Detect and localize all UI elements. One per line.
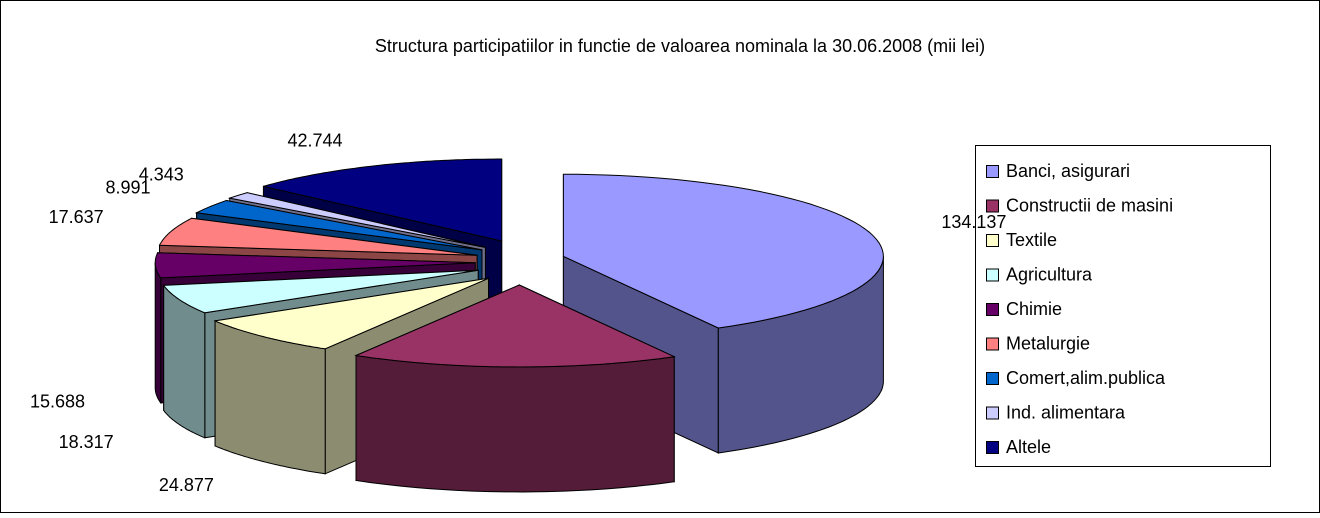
legend-label: Metalurgie bbox=[1006, 333, 1090, 353]
slice bbox=[263, 158, 503, 242]
legend-label: Agricultura bbox=[1006, 264, 1093, 284]
legend-swatch bbox=[986, 406, 999, 420]
legend-label: Comert,alim.publica bbox=[1006, 368, 1166, 388]
data-label: 8.991 bbox=[106, 178, 151, 198]
legend-label: Altele bbox=[1006, 437, 1051, 457]
legend-swatch bbox=[986, 165, 999, 178]
legend-label: Banci, asigurari bbox=[1006, 161, 1130, 181]
legend-swatch bbox=[986, 268, 999, 282]
legend-box bbox=[975, 145, 1271, 467]
legend-label: Chimie bbox=[1006, 299, 1062, 319]
data-label: 134.137 bbox=[941, 212, 1006, 232]
legend-swatch bbox=[986, 199, 999, 213]
slice bbox=[154, 252, 476, 279]
legend-swatch bbox=[986, 441, 999, 454]
slice bbox=[158, 217, 478, 256]
legend-swatch bbox=[986, 234, 999, 247]
legend-label: Constructii de masini bbox=[1006, 195, 1173, 215]
slice bbox=[227, 192, 486, 248]
legend-label: Ind. alimentara bbox=[1006, 402, 1126, 422]
legend-swatch bbox=[986, 337, 999, 351]
data-label: 24.877 bbox=[159, 475, 214, 495]
data-label: 18.317 bbox=[59, 432, 114, 452]
slice bbox=[162, 269, 479, 314]
data-label: 42.744 bbox=[287, 130, 342, 150]
legend-swatch bbox=[986, 303, 999, 316]
slice bbox=[562, 173, 884, 329]
data-label: 17.637 bbox=[49, 207, 104, 227]
legend-swatch bbox=[986, 372, 999, 385]
slice-side bbox=[355, 354, 675, 493]
chart-title: Structura participatiilor in functie de … bbox=[375, 36, 985, 56]
slice bbox=[213, 277, 489, 350]
data-label: 15.688 bbox=[30, 392, 85, 412]
slice-side bbox=[154, 262, 162, 405]
slice bbox=[194, 199, 483, 251]
data-label: 4.343 bbox=[139, 165, 184, 185]
legend-label: Textile bbox=[1006, 230, 1057, 250]
slice bbox=[354, 284, 676, 368]
